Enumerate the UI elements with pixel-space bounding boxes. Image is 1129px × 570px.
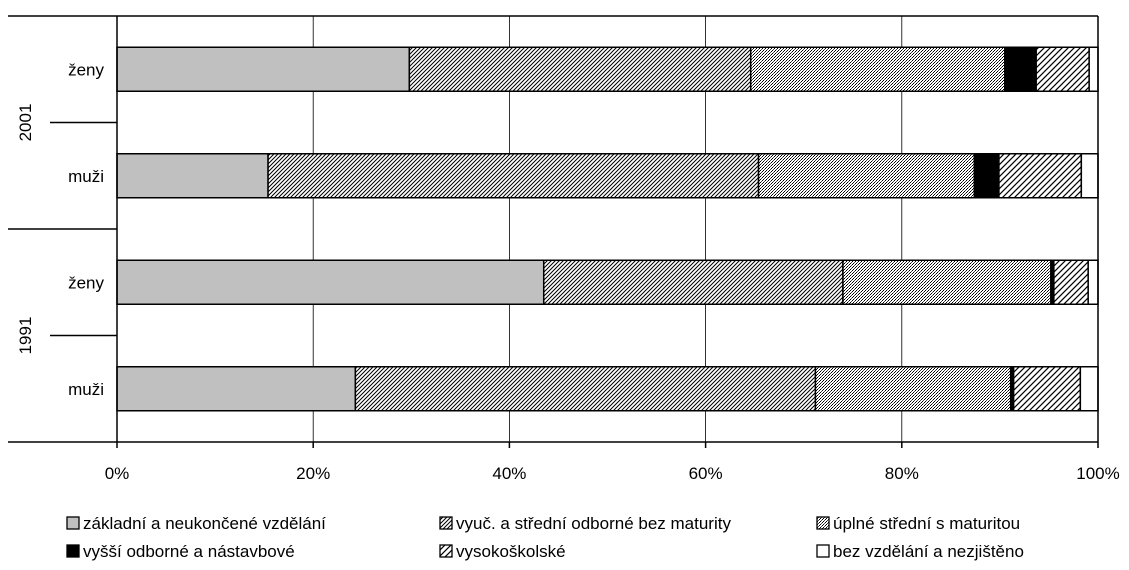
group-label: 1991 [16, 317, 35, 355]
row-label: ženy [68, 273, 104, 292]
legend-swatch-2 [439, 516, 453, 530]
legend-swatch-3 [816, 516, 830, 530]
bar-segment-1991-zeny-s1 [116, 259, 545, 305]
bar-segment-2001-zeny-s5 [1035, 46, 1090, 92]
row-label: ženy [68, 60, 104, 79]
legend-swatch-5 [439, 544, 453, 558]
legend-label: vysokoškolské [456, 542, 566, 561]
x-tick-label: 20% [296, 464, 330, 483]
bar-segment-1991-muzi-s3 [814, 366, 1012, 412]
x-tick-label: 0% [105, 464, 130, 483]
row-labels: ženy muži ženy muži 2001 1991 [16, 60, 104, 399]
bar-segment-2001-zeny-s6 [1088, 46, 1099, 92]
legend-label: základní a neukončené vzdělání [83, 514, 326, 533]
row-label: muži [68, 167, 104, 186]
bar-segment-2001-muzi-s4 [973, 153, 1000, 199]
row-label: muži [68, 380, 104, 399]
x-tick-label: 100% [1076, 464, 1119, 483]
x-tick-label: 40% [492, 464, 526, 483]
legend-label: bez vzdělání a nezjištěno [833, 542, 1024, 561]
bar-segment-1991-zeny-s5 [1053, 259, 1089, 305]
legend-label: vyuč. a střední odborné bez maturity [456, 514, 731, 533]
bar-segment-2001-muzi-s5 [998, 153, 1083, 199]
bar-segment-2001-muzi-s1 [116, 153, 269, 199]
bar-segment-2001-zeny-s4 [1004, 46, 1037, 92]
bar-segment-2001-muzi-s2 [267, 153, 760, 199]
bar-segment-1991-muzi-s5 [1012, 366, 1082, 412]
bar-segment-2001-zeny-s1 [116, 46, 411, 92]
bar-segment-1991-zeny-s3 [842, 259, 1052, 305]
x-tick-labels: 0% 20% 40% 60% 80% 100% [105, 464, 1120, 483]
legend: základní a neukončené vzdělání vyuč. a st… [66, 514, 1024, 561]
bar-segment-2001-zeny-s3 [749, 46, 1006, 92]
bar-segment-2001-muzi-s6 [1080, 153, 1099, 199]
bar-segment-2001-zeny-s2 [408, 46, 752, 92]
legend-swatch-4 [66, 544, 80, 558]
axes [8, 15, 1099, 448]
legend-swatch-6 [816, 544, 830, 558]
legend-label: úplné střední s maturitou [833, 514, 1020, 533]
legend-swatch-1 [66, 516, 80, 530]
bar-segment-1991-muzi-s2 [354, 366, 817, 412]
legend-label: vyšší odborné a nástavbové [83, 542, 295, 561]
x-tick-label: 60% [689, 464, 723, 483]
bar-segment-1991-muzi-s6 [1079, 366, 1099, 412]
x-tick-label: 80% [885, 464, 919, 483]
bar-segment-1991-zeny-s2 [542, 259, 844, 305]
bar-segment-2001-muzi-s3 [757, 153, 976, 199]
group-label: 2001 [16, 104, 35, 142]
bar-segment-1991-muzi-s1 [116, 366, 357, 412]
bar-segment-1991-zeny-s6 [1087, 259, 1099, 305]
bars [116, 46, 1099, 412]
